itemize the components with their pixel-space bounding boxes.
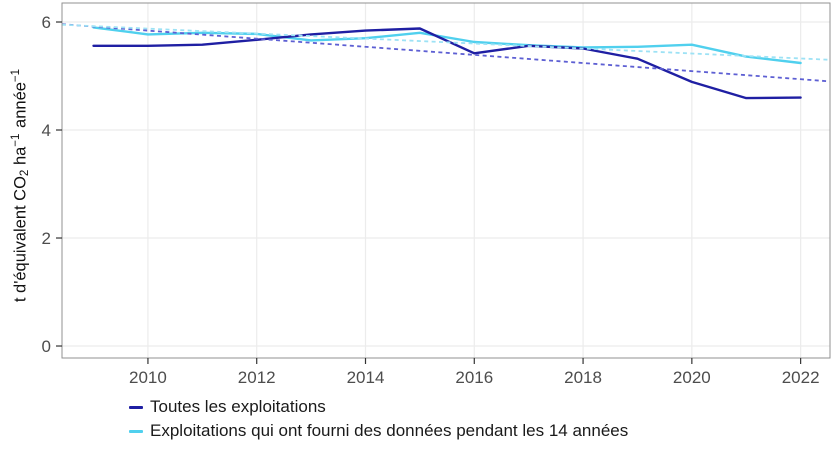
x-axis-tick-label: 2010 (129, 368, 167, 387)
x-axis-tick-label: 2020 (673, 368, 711, 387)
series-line-trend-toutes-exploitations (61, 23, 831, 83)
y-axis-tick-label: 0 (42, 337, 51, 356)
legend-item-toutes-exploitations: Toutes les exploitations (129, 396, 628, 418)
x-axis-tick-label: 2012 (238, 368, 276, 387)
y-axis-title-text: t d'équivalent CO (11, 176, 30, 303)
legend-item-exploitations-14-annees: Exploitations qui ont fourni des données… (129, 420, 628, 442)
y-axis-title-subscript: 2 (19, 169, 32, 177)
legend-line-swatch-cyan-icon (129, 429, 143, 433)
gridlines (62, 3, 830, 358)
chart-plot-area: 2010 2012 2014 2016 2018 2020 2022 0 2 4 6 (42, 2, 831, 387)
y-axis-tick-label: 6 (42, 13, 51, 32)
y-axis-title: t d'équivalent CO2 ha−1 année−1 (4, 9, 32, 361)
y-axis-tick-label: 4 (42, 121, 51, 140)
series-line-toutes-exploitations (92, 27, 802, 100)
x-axis-tick-label: 2016 (455, 368, 493, 387)
legend-label: Exploitations qui ont fourni des données… (150, 421, 629, 440)
panel-border (61, 2, 831, 359)
axis-ticks-and-labels: 2010 2012 2014 2016 2018 2020 2022 0 2 4 6 (42, 13, 820, 387)
y-axis-title-superscript: −1 (10, 133, 22, 147)
legend-label: Toutes les exploitations (150, 397, 326, 416)
series-line-trend-exploitations-14-annees (61, 23, 831, 61)
y-axis-title-superscript: −1 (10, 68, 22, 83)
x-axis-tick-label: 2014 (347, 368, 385, 387)
chart-legend: Toutes les exploitations Exploitations q… (129, 396, 628, 442)
legend-line-swatch-dark-blue-icon (129, 405, 143, 409)
series-line-exploitations-14-annees (92, 26, 802, 65)
y-axis-title-text: ha (11, 146, 30, 170)
x-axis-tick-label: 2018 (564, 368, 602, 387)
y-axis-tick-label: 2 (42, 229, 51, 248)
x-axis-tick-label: 2022 (782, 368, 820, 387)
series-lines (61, 23, 831, 100)
y-axis-title-text: année (11, 82, 30, 133)
